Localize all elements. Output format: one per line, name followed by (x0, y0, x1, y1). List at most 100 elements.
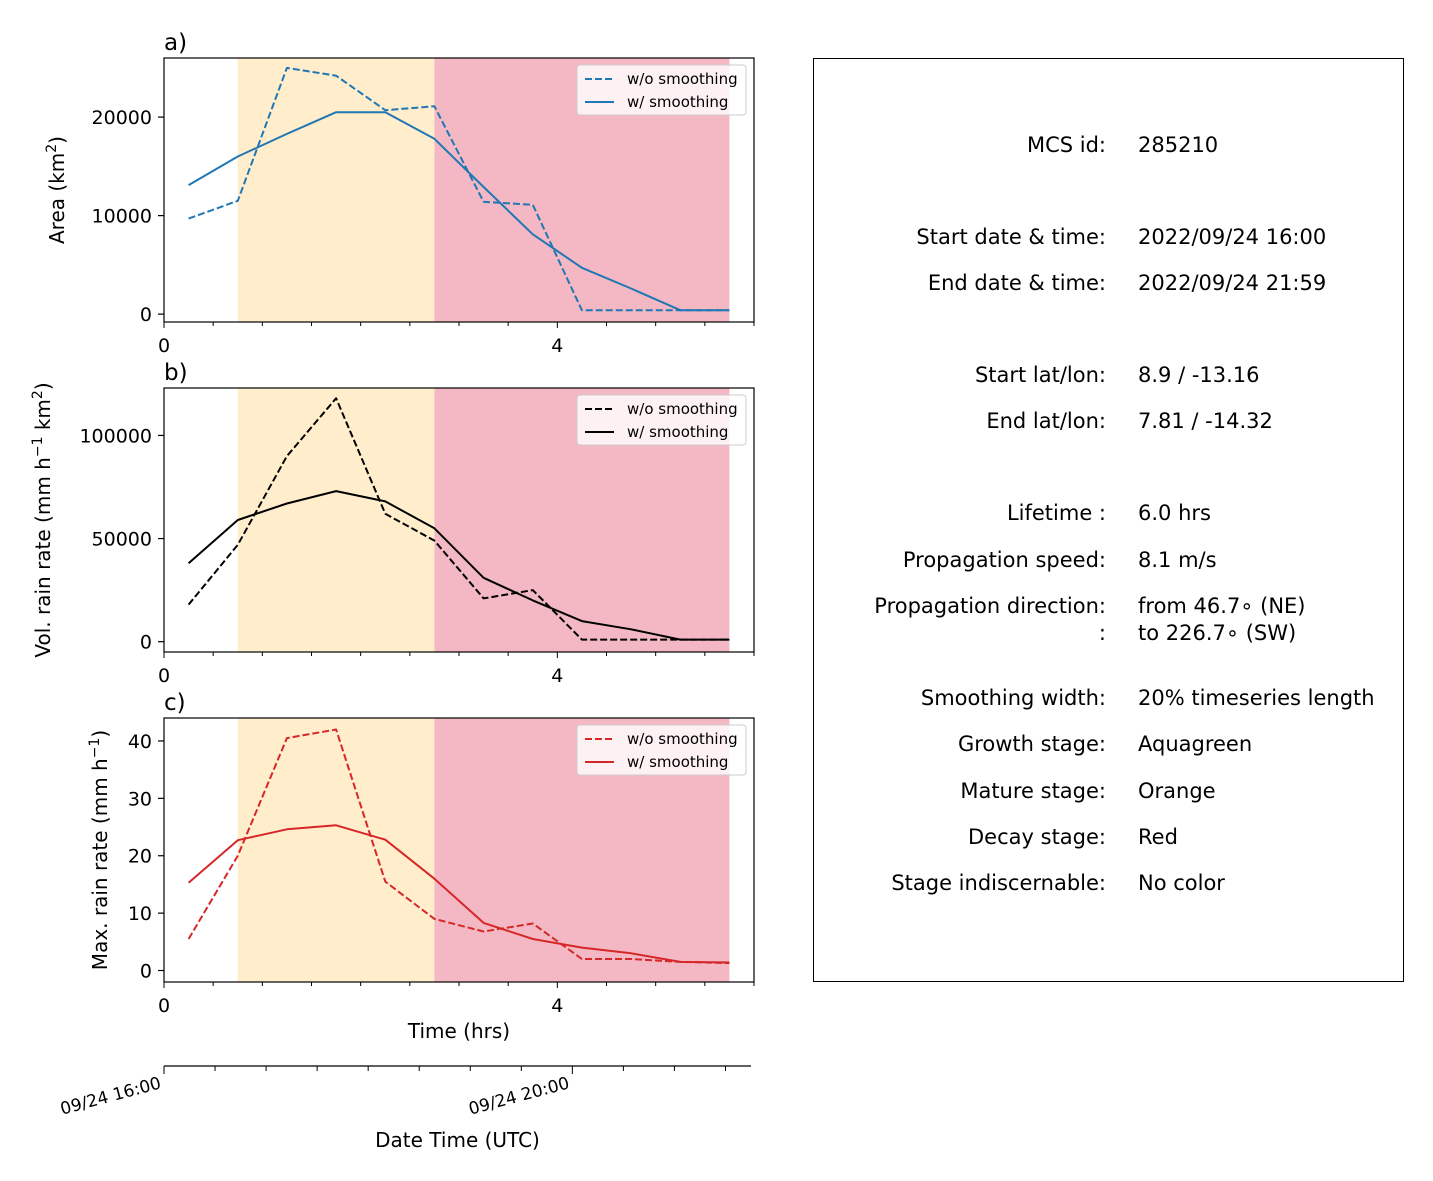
info-label: Start lat/lon: (974, 363, 1106, 387)
y-axis-label: Max. rain rate (mm h−1) (87, 730, 112, 970)
y-axis-label-part: Area (km (45, 153, 69, 244)
mature-stage-band (237, 58, 435, 322)
y-tick-label: 100000 (79, 425, 152, 447)
y-tick-label: 0 (140, 304, 152, 326)
info-value: to 226.7∘ (SW) (1138, 621, 1297, 645)
info-value: Orange (1138, 779, 1216, 803)
info-label: Mature stage: (960, 779, 1106, 803)
info-row-end-time: End date & time: 2022/09/24 21:59 (814, 268, 1403, 298)
info-label: MCS id: (1026, 133, 1106, 157)
info-row-start-latlon: Start lat/lon: 8.9 / -13.16 (814, 360, 1403, 390)
y-tick-label: 20 (128, 846, 152, 868)
info-label: Propagation direction: (874, 594, 1106, 618)
y-axis-label-part: −1 (87, 738, 103, 759)
datetime-axis-label: Date Time (UTC) (375, 1128, 540, 1152)
info-value: 2022/09/24 21:59 (1138, 271, 1327, 295)
y-tick-label: 40 (128, 731, 152, 753)
mcs-info-panel: MCS id: 285210 Start date & time: 2022/0… (813, 58, 1404, 982)
info-label: Propagation speed: (902, 548, 1106, 572)
datetime-tick-label: 09/24 20:00 (467, 1074, 572, 1120)
y-tick-label: 30 (128, 788, 152, 810)
info-label: Stage indiscernable: (891, 871, 1106, 895)
info-row-propagation-direction-to: : to 226.7∘ (SW) (814, 618, 1403, 648)
y-axis-label-part: −1 (30, 437, 46, 458)
info-row-mcs-id: MCS id: 285210 (814, 130, 1403, 160)
y-axis-label-part: 2 (44, 144, 60, 153)
mature-stage-band (237, 388, 435, 652)
info-row-growth-stage: Growth stage: Aquagreen (814, 729, 1403, 759)
y-axis-label-part: ) (45, 136, 69, 144)
info-value: 20% timeseries length (1138, 686, 1375, 710)
panel-label: a) (164, 30, 187, 56)
info-row-mature-stage: Mature stage: Orange (814, 776, 1403, 806)
y-axis-label-part: ) (31, 382, 55, 390)
y-axis-label-part: Max. rain rate (mm h (88, 758, 112, 970)
series-line-smoothed (187, 824, 730, 964)
y-axis-label-part: 2 (30, 390, 46, 399)
legend-label: w/ smoothing (627, 753, 728, 771)
info-row-end-latlon: End lat/lon: 7.81 / -14.32 (814, 406, 1403, 436)
info-label: Smoothing width: (920, 686, 1106, 710)
chart-panel-max-rain: 0 10 20 30 40 0 4 c) Max. rain rate (mm h−1) w/o … (87, 690, 755, 1043)
series-line-smoothed (188, 111, 730, 312)
info-value: from 46.7∘ (NE) (1138, 594, 1306, 618)
info-label: End lat/lon: (986, 409, 1106, 433)
series-line-smoothed (187, 490, 730, 641)
y-tick-label: 10000 (92, 206, 152, 228)
info-label: End date & time: (927, 271, 1106, 295)
legend-box (576, 394, 747, 446)
info-row-stage-indiscernable: Stage indiscernable: No color (814, 868, 1403, 898)
info-row-propagation-direction: Propagation direction: from 46.7∘ (NE) (814, 591, 1403, 621)
panel-label: b) (164, 360, 188, 386)
x-tick-label: 4 (551, 335, 563, 357)
info-value: 8.1 m/s (1138, 548, 1217, 572)
info-value: No color (1138, 871, 1225, 895)
info-row-propagation-speed: Propagation speed: 8.1 m/s (814, 545, 1403, 575)
x-tick-label: 0 (158, 665, 170, 687)
chart-panel-area: 0 10000 20000 0 4 a) Area (km2) w/o smoothing w/… (44, 30, 755, 357)
info-label: Lifetime : (1006, 501, 1106, 525)
info-label: Decay stage: (968, 825, 1106, 849)
info-value: 6.0 hrs (1138, 501, 1211, 525)
x-axis-label: Time (hrs) (407, 1019, 510, 1043)
legend-label: w/ smoothing (627, 423, 728, 441)
info-value: 8.9 / -13.16 (1138, 363, 1260, 387)
x-tick-label: 4 (551, 995, 563, 1017)
panel-label: c) (164, 690, 186, 716)
legend-label: w/o smoothing (627, 400, 738, 418)
legend-label: w/o smoothing (627, 730, 738, 748)
x-tick-label: 0 (158, 335, 170, 357)
info-row-lifetime: Lifetime : 6.0 hrs (814, 498, 1403, 528)
datetime-axis: 09/24 16:00 09/24 20:00 Date Time (UTC) (58, 1065, 751, 1152)
info-value: Aquagreen (1138, 732, 1253, 756)
y-tick-label: 20000 (92, 107, 152, 129)
legend-label: w/o smoothing (627, 70, 738, 88)
info-row-smoothing-width: Smoothing width: 20% timeseries length (814, 683, 1403, 713)
x-tick-label: 4 (551, 665, 563, 687)
y-axis-label: Area (km2) (44, 136, 69, 244)
datetime-tick-label: 09/24 16:00 (58, 1074, 163, 1120)
info-label: Growth stage: (957, 732, 1106, 756)
y-axis-label-part: ) (88, 730, 112, 738)
info-value: 2022/09/24 16:00 (1138, 225, 1327, 249)
y-tick-label: 50000 (92, 529, 152, 551)
y-tick-label: 10 (128, 903, 152, 925)
y-axis-label-part: km (31, 399, 55, 436)
y-tick-label: 0 (140, 632, 152, 654)
info-row-start-time: Start date & time: 2022/09/24 16:00 (814, 222, 1403, 252)
info-label: Start date & time: (916, 225, 1106, 249)
legend-box (576, 724, 747, 776)
y-axis-label-part: Vol. rain rate (mm h (31, 457, 55, 658)
series-line-raw (187, 728, 730, 965)
series-line-raw (188, 66, 730, 312)
info-value: Red (1138, 825, 1178, 849)
y-axis-label: Vol. rain rate (mm h−1 km2) (30, 382, 55, 657)
info-label: : (1098, 621, 1106, 645)
mature-stage-band (237, 718, 435, 982)
info-value: 285210 (1138, 133, 1219, 157)
series-line-raw (187, 397, 730, 641)
info-value: 7.81 / -14.32 (1138, 409, 1273, 433)
x-tick-label: 0 (158, 995, 170, 1017)
chart-panel-vol-rain: 0 50000 100000 0 4 b) Vol. rain rate (mm h−1 k… (30, 360, 755, 687)
